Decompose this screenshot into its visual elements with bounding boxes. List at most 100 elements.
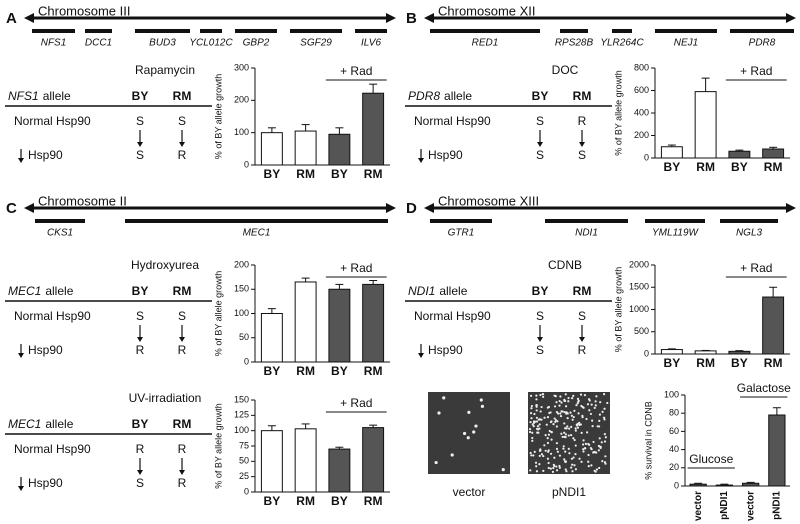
row-name: Hsp90 — [28, 476, 63, 490]
gene — [290, 29, 342, 33]
arrow-head — [18, 353, 24, 358]
colony — [574, 427, 577, 430]
column-header: RM — [173, 284, 192, 298]
arrow-head — [24, 203, 34, 213]
colony — [558, 404, 561, 407]
colony — [535, 465, 538, 468]
colony — [529, 412, 533, 415]
y-tick-label: 100 — [234, 308, 249, 318]
colony — [472, 430, 476, 434]
bar — [328, 448, 351, 493]
colony — [547, 449, 550, 452]
colony — [555, 401, 558, 404]
gene-name: GTR1 — [448, 228, 475, 239]
y-tick-label: 2000 — [629, 259, 649, 269]
colony — [556, 450, 559, 453]
colony — [535, 420, 539, 423]
y-axis-label: % of BY allele growth — [613, 267, 623, 352]
colony — [598, 413, 602, 416]
x-tick-label: RM — [364, 494, 383, 508]
colony — [532, 420, 536, 423]
colony — [547, 461, 550, 465]
chromosome-title: Chromosome XIII — [438, 193, 539, 208]
gene — [125, 219, 388, 223]
y-tick-label: 800 — [634, 62, 649, 72]
colony — [535, 404, 538, 407]
colony — [541, 393, 545, 396]
colony — [597, 444, 600, 448]
colony — [555, 425, 558, 428]
colony — [538, 454, 541, 457]
y-tick-label: 500 — [634, 326, 649, 336]
colony — [584, 442, 588, 445]
colony — [566, 425, 569, 428]
colony — [437, 411, 441, 415]
annotation: + Rad — [340, 64, 372, 78]
colony — [540, 453, 544, 456]
colony — [546, 441, 550, 445]
colony — [563, 435, 566, 438]
colony — [549, 467, 552, 470]
arrow-head — [424, 13, 434, 23]
colony — [573, 409, 576, 412]
condition: Hydroxyurea — [131, 258, 199, 272]
gene-name: NGL3 — [736, 228, 763, 239]
cell: S — [178, 309, 186, 323]
colony — [555, 447, 559, 450]
allele-header: allele — [444, 89, 472, 103]
column-header: BY — [532, 89, 549, 103]
annotation: Galactose — [737, 381, 791, 395]
gene — [235, 29, 277, 33]
colony — [535, 409, 538, 412]
x-tick-label: RM — [764, 160, 783, 174]
colony — [590, 464, 593, 467]
colony — [532, 425, 535, 428]
gene-name: NFS1 — [41, 38, 67, 49]
colony — [582, 443, 585, 446]
x-tick-label: BY — [664, 160, 681, 174]
bar — [762, 148, 785, 159]
chromosome-title: Chromosome II — [38, 193, 127, 208]
colony — [562, 445, 565, 448]
gene — [35, 219, 85, 223]
y-tick-label: 100 — [664, 389, 679, 399]
x-tick-label: RM — [364, 167, 383, 181]
gene-header: MEC1 — [8, 284, 41, 298]
gene-name: CKS1 — [47, 228, 73, 239]
arrow-head — [18, 158, 24, 163]
cell: S — [536, 309, 544, 323]
colony — [530, 407, 533, 410]
bar — [294, 281, 317, 363]
colony — [602, 416, 606, 419]
cell: S — [136, 148, 144, 162]
arrow-head — [579, 337, 585, 342]
colony — [566, 412, 569, 415]
arrow-head — [386, 203, 396, 213]
arrow-head — [137, 142, 143, 147]
bar — [294, 130, 317, 166]
colony — [569, 411, 572, 414]
colony — [563, 399, 566, 402]
colony — [570, 434, 573, 437]
gene-header: NDI1 — [408, 284, 435, 298]
colony — [550, 420, 553, 423]
arrow-head — [418, 158, 424, 163]
gene — [645, 219, 705, 223]
colony — [559, 415, 563, 418]
colony — [573, 464, 576, 467]
arrow-head — [179, 337, 185, 342]
colony — [539, 410, 542, 413]
colony — [585, 417, 588, 421]
colony — [531, 439, 534, 442]
row-name: Normal Hsp90 — [14, 442, 91, 456]
colony — [546, 415, 550, 419]
colony — [593, 406, 596, 410]
colony — [564, 450, 567, 453]
cell: S — [136, 309, 144, 323]
colony — [546, 437, 549, 440]
colony — [529, 451, 532, 455]
colony — [577, 412, 580, 415]
x-tick-label: BY — [264, 494, 281, 508]
cell: R — [578, 114, 587, 128]
cell: S — [178, 114, 186, 128]
